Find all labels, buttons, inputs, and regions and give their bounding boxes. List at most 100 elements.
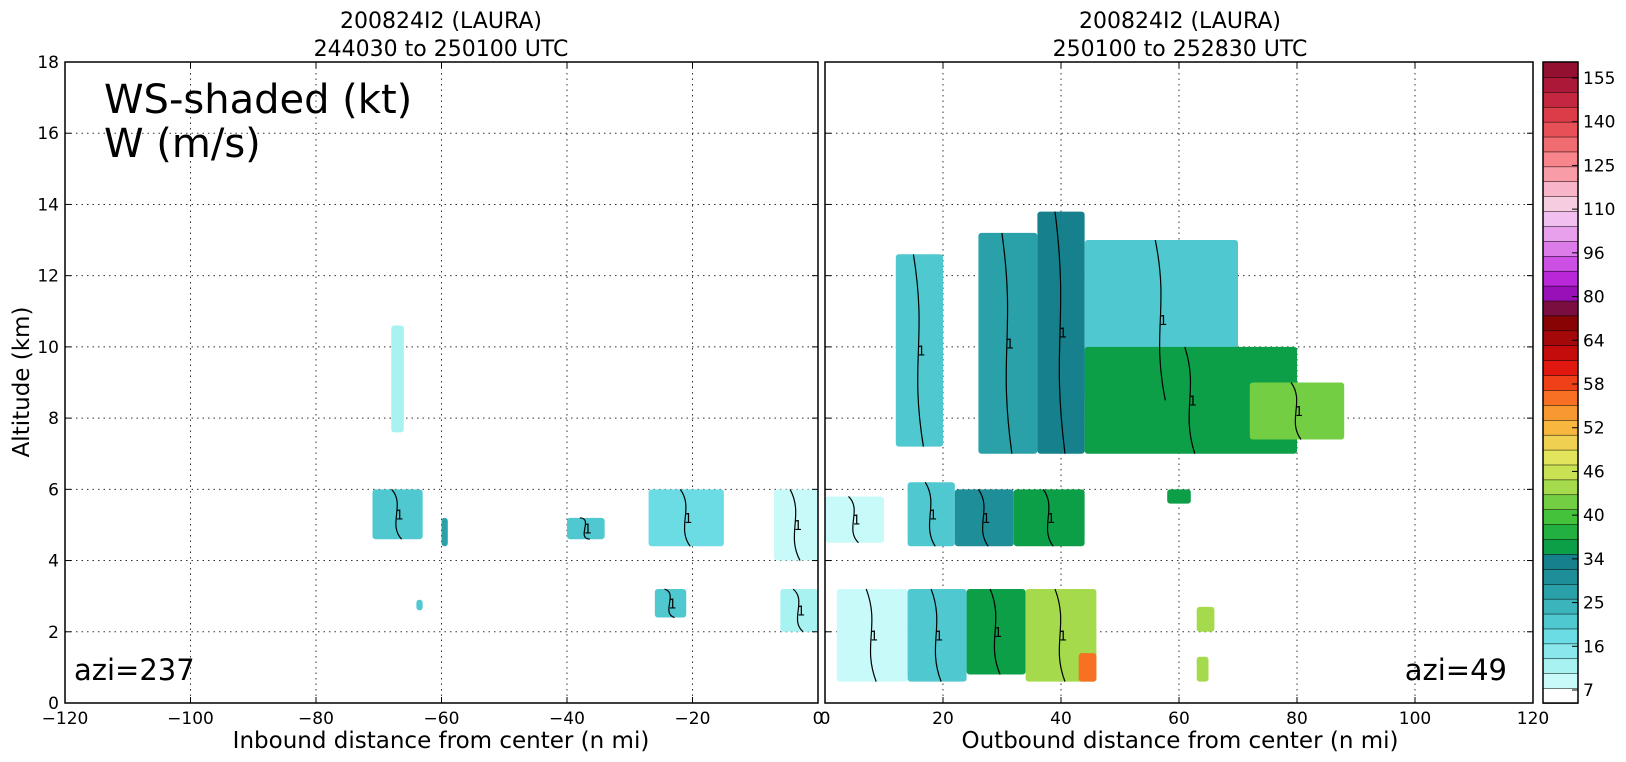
- colorbar-band: [1542, 538, 1579, 555]
- right-title: 200824I2 (LAURA): [1079, 9, 1281, 34]
- right-xtick-label: 20: [932, 709, 954, 729]
- right-ws-region: [1013, 489, 1085, 547]
- colorbar-band: [1542, 658, 1579, 674]
- colorbar-tick-label: 46: [1583, 462, 1605, 482]
- colorbar-band: [1542, 121, 1579, 138]
- colorbar-band: [1542, 270, 1579, 287]
- right-ws-region: [825, 496, 884, 543]
- left-ytick-label: 2: [48, 623, 59, 643]
- left-xtick-label: −40: [549, 709, 585, 729]
- left-xtick-label: −80: [298, 709, 334, 729]
- right-xtick-label: 0: [820, 709, 831, 729]
- colorbar-band: [1542, 389, 1579, 406]
- colorbar-band: [1542, 240, 1579, 257]
- colorbar-band: [1542, 464, 1579, 481]
- colorbar-band: [1542, 330, 1579, 346]
- right-w-contour: [930, 588, 942, 682]
- left-xtick-label: −20: [675, 709, 711, 729]
- colorbar-tick-label: 80: [1583, 288, 1605, 308]
- right-xtick-label: 40: [1050, 709, 1072, 729]
- colorbar-tick-label: 96: [1583, 244, 1605, 264]
- left-w-contour: [679, 488, 691, 547]
- colorbar-band: [1542, 643, 1579, 660]
- colorbar-band: [1542, 210, 1579, 227]
- left-ws-region: [416, 599, 423, 611]
- left-ticks: −120 −100 −80 −60 −40 −20 0 0 2 4 6 8 10 12 14 16 18: [37, 53, 823, 729]
- right-xtick-label: 120: [1517, 709, 1549, 729]
- right-w-contour: [1042, 488, 1054, 547]
- left-w-contour-label: 1: [668, 597, 676, 612]
- right-xtick-label: 80: [1286, 709, 1308, 729]
- colorbar-frame: [1542, 61, 1579, 704]
- left-xtick-label: −120: [42, 709, 89, 729]
- right-w-contour-label: 1: [982, 512, 990, 527]
- colorbar-tick-label: 155: [1583, 69, 1615, 89]
- right-ws-region: [836, 589, 908, 682]
- colorbar-tick-label: 58: [1583, 375, 1605, 395]
- right-w-contour: [1054, 211, 1066, 454]
- left-ws-region: [441, 517, 448, 547]
- right-w-contour-label: 1: [1159, 314, 1167, 329]
- colorbar-band: [1542, 255, 1579, 272]
- colorbar-band: [1542, 315, 1579, 332]
- right-w-contour: [865, 588, 877, 682]
- right-w-contour-label: 1: [870, 629, 878, 644]
- left-azi-label: azi=237: [74, 653, 195, 687]
- left-regions: [372, 325, 818, 632]
- right-ws-region: [1078, 653, 1097, 682]
- colorbar-band: [1542, 359, 1579, 376]
- left-ws-region: [654, 589, 687, 618]
- colorbar-bands: [1542, 61, 1579, 704]
- annotation-ws-shaded: WS-shaded (kt): [104, 77, 412, 123]
- right-ws-region: [1037, 211, 1085, 454]
- right-ws-region: [907, 589, 967, 682]
- right-ws-region: [978, 232, 1038, 454]
- left-ws-region: [372, 489, 423, 540]
- right-w-contour: [989, 588, 1001, 675]
- right-ws-region: [1196, 656, 1209, 682]
- colorbar-band: [1542, 76, 1579, 93]
- colorbar-band: [1542, 181, 1579, 197]
- colorbar-tick-label: 110: [1583, 200, 1615, 220]
- colorbar-band: [1542, 91, 1579, 108]
- colorbar-tick-label: 40: [1583, 506, 1605, 526]
- left-xtick-label: −60: [424, 709, 460, 729]
- right-w-contour-label: 1: [1059, 629, 1067, 644]
- right-ws-region: [954, 489, 1014, 547]
- right-w-contour: [848, 496, 859, 544]
- colorbar-band: [1542, 106, 1579, 123]
- colorbar-band: [1542, 225, 1579, 242]
- colorbar-tick-label: 25: [1583, 594, 1605, 614]
- left-ylabel: Altitude (km): [9, 307, 35, 458]
- colorbar-band: [1542, 494, 1579, 510]
- colorbar-band: [1542, 508, 1579, 525]
- colorbar-band: [1542, 166, 1579, 183]
- right-panel: 1 1 1 1 1 1 1 1 1 1 1 1 1 1 0 20 40 60 80 100 120 200824I2 …: [820, 9, 1550, 754]
- left-subtitle: 244030 to 250100 UTC: [314, 37, 569, 62]
- left-ytick-label: 18: [37, 53, 59, 73]
- left-ytick-label: 0: [48, 694, 59, 714]
- left-xtick-label: −100: [167, 709, 214, 729]
- left-w-contour: [579, 517, 590, 540]
- right-regions: [825, 211, 1345, 682]
- colorbar-band: [1542, 374, 1579, 391]
- right-w-contour-label: 1: [1189, 394, 1197, 409]
- colorbar-tick-label: 16: [1583, 637, 1605, 657]
- colorbar: 155 140 125 110 96 80 64 58 52 46 40 34 25 16 7: [1542, 61, 1615, 704]
- left-w-contour: [391, 488, 403, 540]
- left-w-contour: [792, 588, 804, 633]
- colorbar-band: [1542, 344, 1579, 361]
- left-panel: 1 1 1 1 1 1 −120 −100 −80 −60 −40 −20 0 0 2 4 6 8 10 12 14 1…: [9, 9, 823, 754]
- left-title: 200824I2 (LAURA): [340, 9, 542, 34]
- right-w-contour-label: 1: [1059, 327, 1067, 342]
- right-w-contour-label: 1: [1295, 405, 1303, 420]
- colorbar-band: [1542, 300, 1579, 317]
- colorbar-band: [1542, 61, 1579, 78]
- colorbar-band: [1542, 628, 1579, 645]
- left-w-contour: [664, 588, 675, 619]
- right-xtick-label: 100: [1399, 709, 1431, 729]
- left-ytick-label: 4: [48, 552, 59, 572]
- colorbar-band: [1542, 404, 1579, 421]
- left-ws-region: [391, 325, 404, 433]
